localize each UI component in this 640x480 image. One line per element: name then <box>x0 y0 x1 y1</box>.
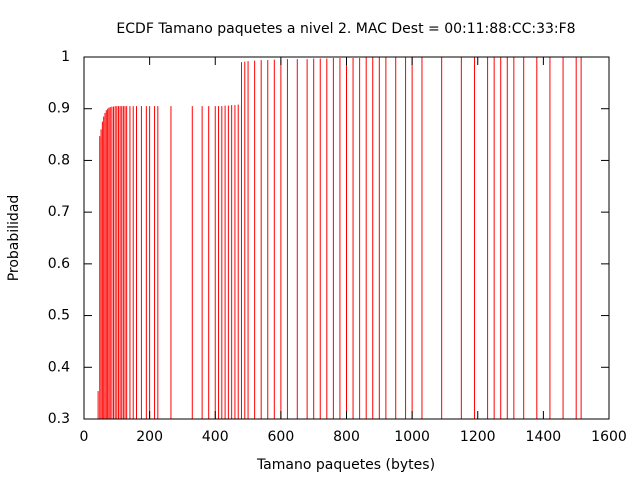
y-tick-label: 0.5 <box>48 308 70 324</box>
y-tick-label: 0.8 <box>48 152 70 168</box>
x-tick-label: 600 <box>268 429 295 445</box>
x-tick-label: 1200 <box>460 429 496 445</box>
x-tick-label: 1600 <box>591 429 627 445</box>
x-tick-label: 1000 <box>394 429 430 445</box>
y-tick-label: 0.9 <box>48 101 70 117</box>
x-tick-label: 0 <box>80 429 89 445</box>
x-tick-label: 800 <box>333 429 360 445</box>
y-axis-label: Probabilidad <box>6 195 22 282</box>
y-tick-label: 0.7 <box>48 204 70 220</box>
y-tick-label: 0.6 <box>48 256 70 272</box>
x-tick-label: 200 <box>136 429 163 445</box>
x-tick-label: 400 <box>202 429 229 445</box>
y-tick-label: 0.3 <box>48 411 70 427</box>
plot-border <box>83 56 610 420</box>
y-tick-label: 1 <box>61 49 70 65</box>
x-axis-label: Tamano paquetes (bytes) <box>256 457 435 473</box>
chart-title: ECDF Tamano paquetes a nivel 2. MAC Dest… <box>116 21 575 37</box>
x-tick-label: 1400 <box>526 429 562 445</box>
y-tick-label: 0.4 <box>48 359 70 375</box>
